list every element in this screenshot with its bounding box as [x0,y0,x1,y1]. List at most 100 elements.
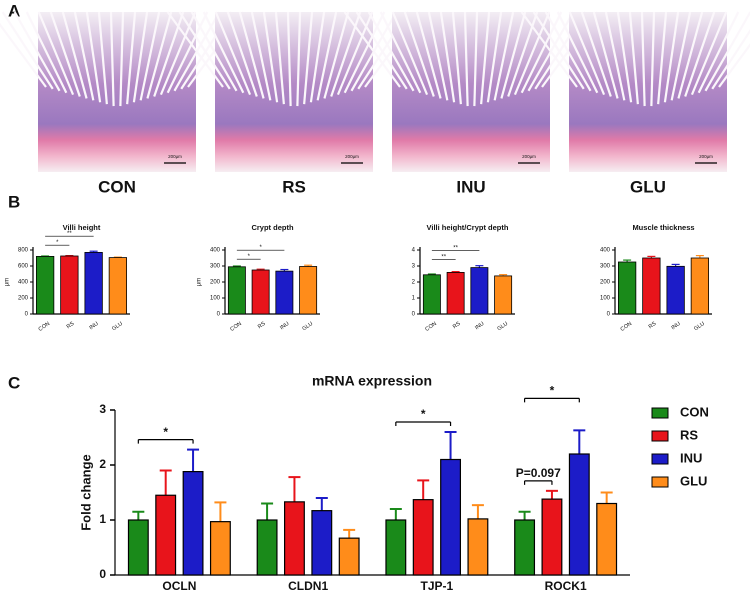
chart-title: Crypt depth [251,223,294,232]
bar [470,267,489,315]
villus-gap [178,11,231,90]
x-tick-label: INU [670,321,681,331]
significance-label: ** [67,231,72,237]
bar [440,458,462,576]
y-tick-label: 0 [25,312,29,318]
villus-gap [403,11,435,97]
y-tick-label: 2 [99,457,106,471]
legend-swatch [651,476,669,488]
y-tick-label: 600 [18,264,29,270]
villus-gap [568,11,606,96]
villus-gap [650,11,656,107]
villus-gap [250,11,272,101]
panel-label: B [8,192,20,211]
bar [690,257,710,315]
x-tick-label: RS [648,321,658,330]
legend-label: CON [680,404,709,419]
bar [446,271,465,315]
villus-gap [85,11,102,103]
bar [494,275,513,315]
image-caption: GLU [630,177,666,196]
villus-gap [640,11,646,107]
y-tick-label: 300 [600,264,611,270]
villus-gap [556,11,599,94]
villus-gap [663,11,680,103]
panel-label: C [8,373,20,392]
y-tick-label: 0 [607,312,611,318]
villus-gap [520,11,563,94]
villus-gap [13,11,61,92]
scale-label: 200μm [168,154,182,159]
bar [283,501,305,576]
x-tick-label: RS [66,321,76,330]
bar [338,537,360,576]
villus-gap [486,11,503,103]
villus-gap [690,11,728,96]
villus-gap [286,11,292,107]
bar [385,519,407,576]
villus-gap [391,11,429,96]
bar [84,251,103,315]
bar [209,521,231,576]
y-axis-label: μm [197,278,203,286]
villus-gap [25,11,68,94]
legend-label: INU [680,450,702,465]
bar [666,265,685,315]
y-tick-label: 0 [412,312,416,318]
bar [155,494,177,576]
y-tick-label: 4 [412,248,416,254]
significance-label: * [550,384,555,398]
significance-label: P=0.097 [516,466,561,480]
significance-label: * [163,425,168,439]
scale-label: 200μm [699,154,713,159]
y-tick-label: 300 [210,264,221,270]
y-tick-label: 400 [210,248,221,254]
villus-gap [580,11,612,97]
legend-swatch [651,430,669,442]
x-tick-label: CON [229,321,242,333]
bar [311,510,333,576]
bar [596,502,618,576]
bar [642,257,661,315]
x-tick-label: INU [88,321,99,331]
histology-image [392,12,550,172]
villus-gap [684,11,716,97]
villus-gap [274,11,285,105]
villus-gap [343,11,401,88]
villus-gap [0,22,47,88]
villus-gap [73,11,95,101]
significance-label: ** [441,254,446,260]
villus-gap [697,11,740,94]
villus-gap [480,11,491,105]
x-tick-label: ROCK1 [545,579,587,593]
villus-gap [139,11,161,101]
villus-gap [190,11,238,92]
y-tick-label: 400 [18,280,29,286]
villus-gap [166,11,224,88]
villus-gap [379,11,422,94]
legend-swatch [651,453,669,465]
x-tick-label: GLU [301,321,314,332]
significance-label: * [259,245,262,251]
significance-label: * [56,240,59,246]
y-tick-label: 1 [99,512,106,526]
villus-gap [296,11,302,107]
villus-gap [493,11,515,101]
villus-gap [202,11,245,94]
bar [182,471,204,576]
villus-gap [214,11,252,96]
villus-gap [323,11,350,99]
histology-image [38,12,196,172]
bar [275,270,294,315]
villus-gap [718,43,750,88]
villus-gap [109,11,115,107]
villus-gap [704,11,750,92]
y-tick-label: 2 [412,280,416,286]
y-tick-label: 400 [600,248,611,254]
villus-gap [37,11,75,96]
villus-gap [316,11,338,101]
bar [467,518,489,576]
villus-gap [711,28,750,90]
villus-gap [677,11,704,99]
